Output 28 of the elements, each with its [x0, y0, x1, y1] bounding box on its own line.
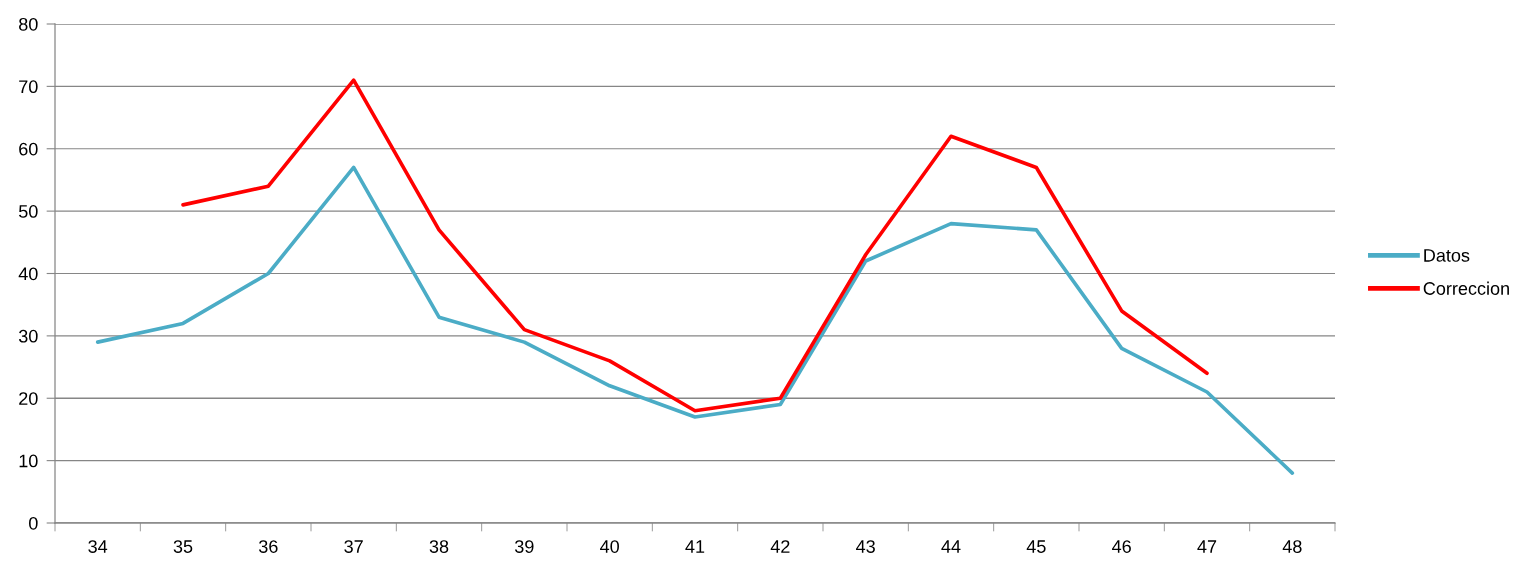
x-tick-label: 35 [173, 540, 193, 553]
y-tick-label: 30 [18, 329, 38, 343]
y-tick-label: 50 [18, 205, 38, 218]
x-tick-label: 37 [344, 540, 363, 553]
x-tick-label: 47 [1197, 540, 1217, 553]
x-tick-label: 40 [600, 540, 619, 553]
y-tick-label: 80 [19, 17, 38, 31]
line-series [95, 165, 1295, 475]
x-tick-label: 36 [258, 540, 278, 553]
x-tick-label: 38 [429, 540, 449, 553]
legend-label: Datos [1424, 249, 1470, 262]
y-tick-label: 40 [18, 267, 38, 281]
x-tick-label: 39 [514, 540, 534, 553]
x-tick-label: 41 [685, 540, 705, 553]
y-tick-label: 70 [19, 80, 38, 94]
x-tick-label: 45 [1026, 540, 1046, 553]
x-tick-label: 42 [770, 540, 790, 553]
y-tick-label: 20 [19, 392, 38, 405]
x-tick-label: 48 [1282, 540, 1302, 553]
x-tick-label: 34 [88, 540, 108, 553]
y-tick-label: 0 [29, 516, 38, 530]
x-tick-label: 44 [941, 540, 961, 553]
y-tick-label: 10 [19, 454, 38, 468]
y-tick-label: 60 [19, 142, 38, 156]
x-tick-label: 46 [1112, 540, 1131, 553]
line-series [181, 78, 1209, 413]
x-tick-label: 43 [856, 540, 875, 553]
legend-label: Correccion [1423, 281, 1509, 295]
